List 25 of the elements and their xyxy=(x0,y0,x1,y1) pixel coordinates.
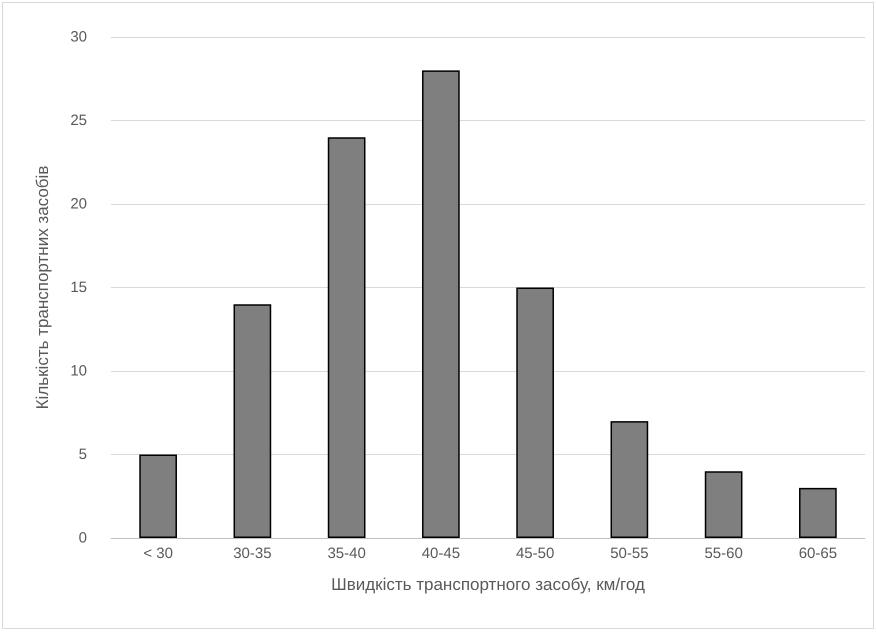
y-tick-label: 10 xyxy=(70,362,87,380)
x-tick-label: 30-35 xyxy=(233,545,272,562)
bar xyxy=(422,70,460,538)
y-tick-label: 25 xyxy=(70,112,87,129)
x-tick-label: 60-65 xyxy=(798,545,838,562)
x-tick-label: 35-40 xyxy=(327,545,366,562)
x-axis-title: Швидкість транспортного засобу, км/год xyxy=(331,575,645,594)
x-tick-label: 55-60 xyxy=(704,545,743,562)
y-tick-label: 15 xyxy=(70,279,87,296)
bar xyxy=(234,304,272,538)
x-tick-label: < 30 xyxy=(143,545,173,562)
bar xyxy=(610,421,648,538)
y-tick-label: 30 xyxy=(70,28,87,46)
bar xyxy=(799,488,837,538)
bar xyxy=(516,288,554,538)
y-tick-label: 20 xyxy=(70,196,87,212)
bar xyxy=(704,471,742,538)
x-tick-label: 40-45 xyxy=(422,545,460,562)
y-tick-label: 5 xyxy=(78,446,87,463)
bar xyxy=(139,454,177,538)
y-tick-label: 0 xyxy=(78,530,87,546)
x-tick-label: 50-55 xyxy=(610,545,649,562)
y-axis-title: Кількість транспортних засобів xyxy=(33,166,52,410)
bar xyxy=(328,137,366,538)
x-tick-label: 45-50 xyxy=(516,545,554,562)
